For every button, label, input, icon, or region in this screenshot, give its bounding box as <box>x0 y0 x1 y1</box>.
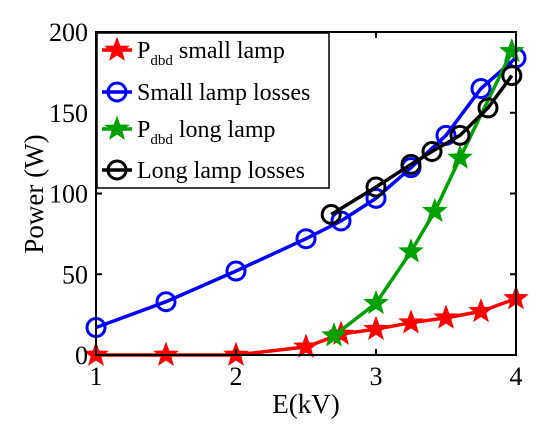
data-point-3-1 <box>365 176 387 198</box>
x-axis-label: E(kV) <box>272 389 339 419</box>
data-point-3-2 <box>400 153 422 175</box>
series-line-3 <box>330 74 514 216</box>
x-tick-label-3: 4 <box>510 362 523 391</box>
y-tick-label-2: 100 <box>49 180 88 209</box>
data-point-0-5 <box>363 315 389 341</box>
data-point-3-0 <box>320 203 342 225</box>
legend: Pdbd small lamp Small lamp losses Pdbd lon… <box>96 32 330 189</box>
data-point-1-5 <box>365 187 387 209</box>
data-point-3-4 <box>449 124 471 146</box>
legend-label-0: Pdbd small lamp <box>137 38 285 69</box>
data-point-3-6 <box>501 65 523 87</box>
legend-marker-1 <box>106 81 128 103</box>
legend-marker-0 <box>104 36 130 61</box>
data-point-0-8 <box>468 297 494 323</box>
data-point-0-6 <box>398 309 424 334</box>
data-point-0-7 <box>433 304 459 329</box>
data-point-0-1 <box>153 341 179 366</box>
data-point-1-8 <box>470 78 492 100</box>
data-point-3-5 <box>477 97 499 119</box>
data-point-2-1 <box>363 289 389 315</box>
data-point-2-3 <box>422 197 448 223</box>
legend-label-1: Small lamp losses <box>137 80 310 106</box>
data-point-3-3 <box>421 141 443 163</box>
x-tick-label-2: 3 <box>370 362 383 391</box>
x-tick-label-1: 2 <box>230 362 243 391</box>
legend-box <box>96 32 330 189</box>
series-line-1 <box>95 56 518 330</box>
series-3 <box>320 65 523 225</box>
x-tick-label-0: 1 <box>90 362 103 391</box>
series-line-2 <box>332 50 514 337</box>
y-tick-label-3: 150 <box>49 99 88 128</box>
data-point-1-2 <box>225 260 247 282</box>
legend-marker-3 <box>106 159 128 181</box>
plot-area <box>83 37 529 366</box>
series-2 <box>321 37 525 347</box>
series-0 <box>83 285 529 366</box>
y-axis-label: Power (W) <box>19 134 49 253</box>
y-tick-label-0: 0 <box>75 341 88 370</box>
y-tick-label-1: 50 <box>62 260 88 289</box>
legend-marker-2 <box>104 115 130 140</box>
data-point-1-1 <box>155 291 177 313</box>
data-point-2-5 <box>499 37 525 63</box>
data-point-2-0 <box>321 322 347 347</box>
axes: 1 2 3 4 0 50 100 150 200 <box>49 18 523 391</box>
data-point-1-3 <box>295 228 317 250</box>
y-tick-label-4: 200 <box>49 18 88 47</box>
data-point-0-3 <box>293 333 319 358</box>
data-point-2-2 <box>398 238 424 263</box>
data-point-2-4 <box>447 144 473 169</box>
legend-label-2: Pdbd long lamp <box>137 117 276 148</box>
legend-label-3: Long lamp losses <box>137 158 305 184</box>
